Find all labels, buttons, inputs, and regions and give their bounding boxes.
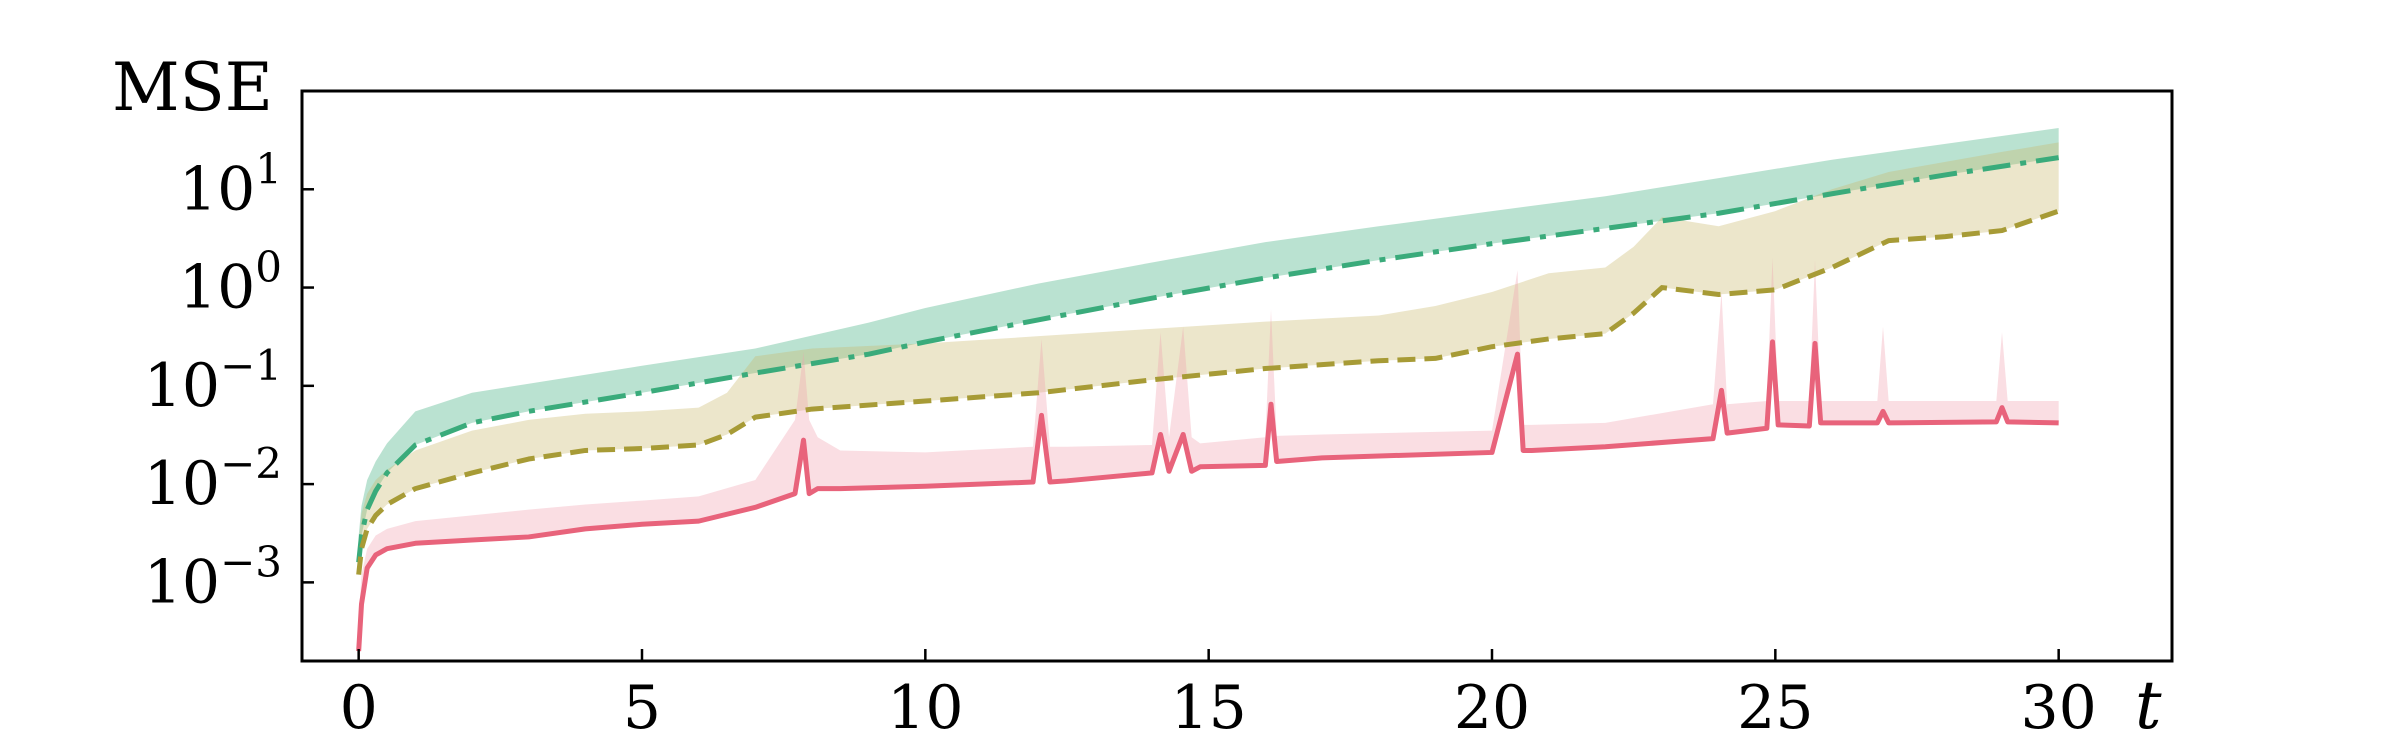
confidence-bands bbox=[358, 128, 2059, 652]
x-axis: 0 5 10 15 20 25 30 bbox=[340, 649, 2097, 743]
y-axis: 10−3 10−2 10−1 100 101 bbox=[144, 144, 314, 617]
y-tick-label: 10−3 bbox=[144, 537, 282, 617]
series-2-line bbox=[356, 339, 2059, 652]
x-tick-label: 25 bbox=[1737, 673, 1813, 743]
x-tick-label: 20 bbox=[1454, 673, 1530, 743]
series-lines bbox=[356, 155, 2060, 652]
series-0-band bbox=[358, 128, 2059, 563]
series-1-band bbox=[358, 142, 2059, 575]
y-tick-label: 10−2 bbox=[144, 439, 282, 519]
series-1-line bbox=[356, 208, 2060, 575]
y-tick-label: 100 bbox=[179, 243, 282, 323]
x-tick-label: 0 bbox=[340, 673, 378, 743]
plot-frame bbox=[300, 89, 2174, 663]
x-tick-label: 15 bbox=[1170, 673, 1246, 743]
x-axis-label: t bbox=[2135, 667, 2162, 744]
x-tick-label: 30 bbox=[2020, 673, 2096, 743]
y-tick-label: 10−1 bbox=[144, 341, 282, 421]
y-tick-label: 101 bbox=[179, 144, 282, 224]
y-axis-label: MSE bbox=[112, 49, 273, 126]
series-2-band bbox=[358, 257, 2059, 652]
x-tick-label: 10 bbox=[887, 673, 963, 743]
x-tick-label: 5 bbox=[623, 673, 661, 743]
